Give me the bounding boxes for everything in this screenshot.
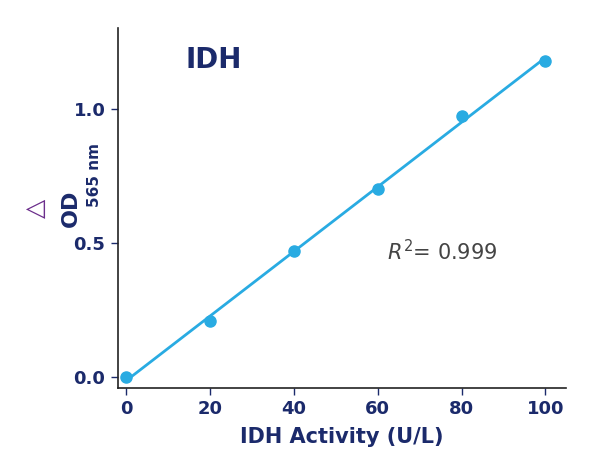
Text: 565 nm: 565 nm	[87, 143, 102, 207]
Text: IDH: IDH	[185, 46, 242, 74]
Text: $R^2$= 0.999: $R^2$= 0.999	[387, 239, 497, 264]
X-axis label: IDH Activity (U/L): IDH Activity (U/L)	[241, 427, 444, 447]
Text: △: △	[24, 199, 47, 218]
Text: OD: OD	[61, 189, 81, 227]
